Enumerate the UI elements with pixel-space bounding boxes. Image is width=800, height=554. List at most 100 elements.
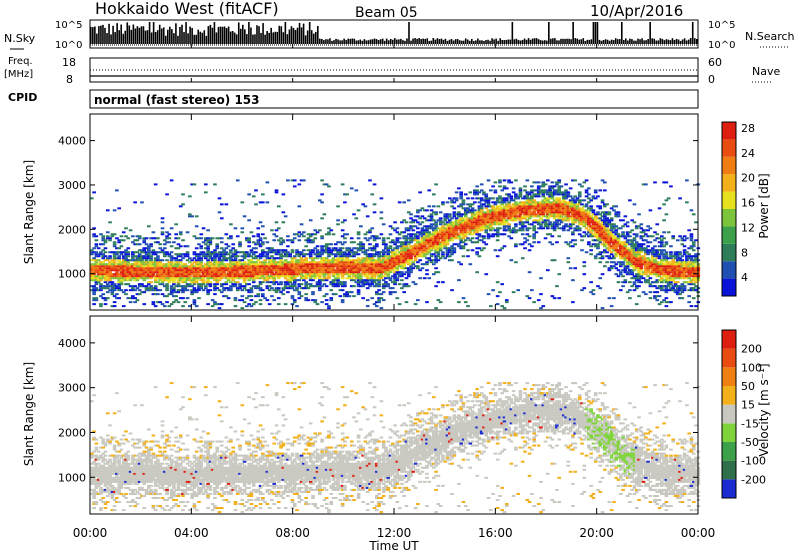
power-cell [240, 273, 245, 276]
power-cell [217, 261, 222, 264]
power-cell [140, 267, 144, 270]
power-cell [131, 241, 135, 244]
power-cell [559, 217, 564, 220]
power-cell [137, 271, 142, 274]
power-cell [539, 185, 543, 188]
power-cell [447, 237, 452, 240]
power-cell [400, 257, 404, 260]
power-cell [181, 271, 185, 274]
power-cell [536, 187, 541, 190]
power-cell [124, 269, 128, 272]
power-cell [299, 277, 304, 280]
power-cell [349, 241, 354, 244]
power-cell [621, 247, 625, 250]
power-cell [384, 251, 388, 254]
power-cell [609, 233, 614, 236]
power-cell [432, 233, 436, 236]
power-cell [475, 185, 479, 188]
power-cell [338, 247, 343, 250]
nsky-bar [533, 38, 536, 44]
nsky-bar [410, 40, 412, 44]
power-cell [181, 281, 185, 284]
power-cell [377, 277, 381, 280]
power-cell [103, 287, 108, 290]
power-cell [94, 289, 99, 292]
power-cell [463, 215, 468, 218]
power-cell [224, 275, 229, 278]
power-cell [486, 217, 491, 220]
power-cell [192, 289, 197, 292]
power-cell [352, 213, 356, 216]
power-cell [105, 263, 110, 266]
power-cell [534, 205, 539, 208]
power-cell [199, 267, 204, 270]
power-cell [158, 251, 163, 254]
power-cell [256, 293, 261, 296]
power-cell [523, 247, 527, 250]
nsky-bar [371, 39, 374, 44]
power-cell [555, 223, 559, 226]
power-cell [110, 287, 115, 290]
power-cell [299, 287, 304, 290]
power-cell [267, 303, 272, 306]
power-cell [185, 285, 190, 288]
power-cell [443, 239, 448, 242]
power-cell [283, 259, 288, 262]
power-cell [242, 269, 247, 272]
power-cell [411, 245, 416, 248]
power-cell [518, 217, 523, 220]
power-cell [231, 255, 236, 258]
power-cell [90, 289, 94, 292]
power-cell [372, 271, 377, 274]
power-cell [452, 243, 457, 246]
power-cell [188, 195, 192, 198]
power-cell [514, 231, 518, 234]
power-cell [201, 241, 206, 244]
power-cell [331, 283, 336, 286]
power-cell [489, 213, 493, 216]
power-cell [504, 301, 509, 304]
power-cell [149, 265, 153, 268]
power-cell [231, 283, 236, 286]
power-cell [197, 255, 201, 258]
power-cell [327, 305, 331, 308]
power-cell [564, 209, 568, 212]
power-cell [352, 267, 356, 270]
power-cell [192, 271, 197, 274]
power-cell [185, 297, 190, 300]
power-cell [390, 263, 395, 266]
power-cell [618, 273, 623, 276]
power-cell [336, 277, 340, 280]
power-cell [315, 249, 320, 252]
power-cell [133, 243, 137, 246]
power-cell [368, 279, 372, 282]
power-cell [181, 273, 185, 276]
power-cell [461, 255, 466, 258]
nsky-bar [185, 22, 187, 44]
power-cell [457, 221, 461, 224]
power-cell [523, 221, 527, 224]
power-cell [217, 259, 222, 262]
power-cell [589, 217, 593, 220]
power-cell [486, 235, 491, 238]
power-cell [226, 273, 231, 276]
power-cell [368, 263, 372, 266]
power-cell [133, 255, 137, 258]
power-cell [514, 179, 518, 182]
power-cell [174, 267, 179, 270]
power-cell [304, 239, 308, 242]
power-cell [274, 249, 279, 252]
power-cell [466, 227, 470, 230]
power-cell [103, 247, 108, 250]
power-cell [557, 203, 562, 206]
power-cell [149, 275, 153, 278]
power-cell [484, 217, 489, 220]
power-cell [245, 297, 249, 300]
power-cell [283, 275, 288, 278]
power-cell [302, 235, 306, 238]
power-cell [365, 257, 370, 260]
power-cell [386, 277, 391, 280]
power-cell [596, 231, 600, 234]
power-cell [603, 249, 607, 252]
power-cell [160, 271, 165, 274]
